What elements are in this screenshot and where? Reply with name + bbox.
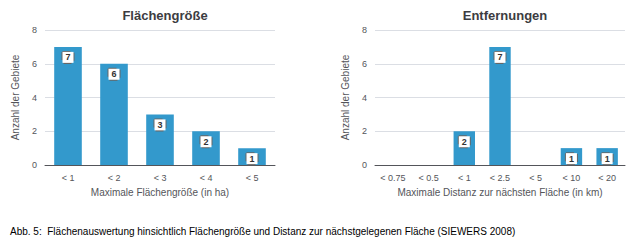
svg-text:8: 8 (362, 25, 367, 35)
svg-text:4: 4 (362, 93, 367, 103)
svg-text:< 1: < 1 (62, 173, 75, 183)
svg-text:Maximale Distanz zur nächsten: Maximale Distanz zur nächsten Fläche (in… (397, 187, 602, 198)
svg-text:1: 1 (605, 154, 610, 164)
svg-text:< 5: < 5 (246, 173, 259, 183)
svg-text:0: 0 (32, 160, 37, 170)
svg-text:0: 0 (362, 160, 367, 170)
svg-text:< 2: < 2 (108, 173, 121, 183)
svg-text:2: 2 (462, 137, 467, 147)
svg-text:Entfernungen: Entfernungen (463, 8, 548, 23)
svg-text:< 3: < 3 (154, 173, 167, 183)
svg-text:6: 6 (362, 59, 367, 69)
svg-text:< 2.5: < 2.5 (490, 173, 510, 183)
svg-text:Maximale Flächengröße (in ha): Maximale Flächengröße (in ha) (91, 187, 229, 198)
svg-text:2: 2 (203, 137, 208, 147)
svg-text:8: 8 (32, 25, 37, 35)
svg-text:3: 3 (157, 120, 162, 130)
svg-text:< 20: < 20 (598, 173, 616, 183)
svg-text:1: 1 (249, 154, 254, 164)
svg-text:< 4: < 4 (200, 173, 213, 183)
svg-text:7: 7 (497, 52, 502, 62)
svg-text:< 0.75: < 0.75 (380, 173, 405, 183)
svg-text:Anzahl der Gebiete: Anzahl der Gebiete (340, 54, 351, 140)
svg-text:6: 6 (111, 69, 116, 79)
svg-text:< 5: < 5 (529, 173, 542, 183)
svg-text:4: 4 (32, 93, 37, 103)
svg-text:6: 6 (32, 59, 37, 69)
svg-text:Anzahl der Gebiete: Anzahl der Gebiete (10, 54, 21, 140)
svg-text:< 1: < 1 (458, 173, 471, 183)
svg-text:2: 2 (32, 126, 37, 136)
svg-text:7: 7 (65, 52, 70, 62)
svg-text:< 0.5: < 0.5 (418, 173, 438, 183)
svg-text:Abb. 5: Flächenauswertung hin: Abb. 5: Flächenauswertung hinsichtlich F… (10, 226, 515, 237)
svg-text:Flächengröße: Flächengröße (122, 8, 207, 23)
svg-text:2: 2 (362, 126, 367, 136)
svg-text:< 10: < 10 (563, 173, 581, 183)
svg-text:1: 1 (569, 154, 574, 164)
